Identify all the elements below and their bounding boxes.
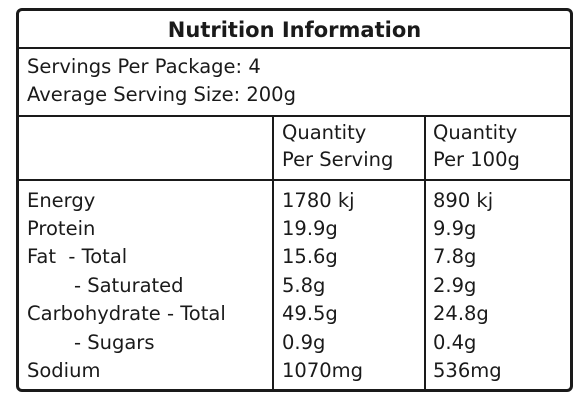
average-serving-size: Average Serving Size: 200g (27, 83, 296, 106)
nutrient-name: - Saturated (74, 274, 184, 297)
column-header-line: Per 100g (433, 148, 520, 171)
nutrient-name: Carbohydrate - Total (27, 302, 226, 325)
per-serving-value: 1070mg (282, 359, 363, 382)
nutrient-name: Protein (27, 217, 96, 240)
column-header-line: Per Serving (282, 148, 394, 171)
per-serving-value: 1780 kj (282, 189, 355, 212)
per-serving-value: 19.9g (282, 217, 338, 240)
per-100g-value: 536mg (433, 359, 502, 382)
table-row: - Saturated 5.8g 2.9g (19, 271, 570, 300)
column-header-per-serving: Quantity Per Serving (282, 119, 393, 173)
per-100g-value: 9.9g (433, 217, 477, 240)
column-header-line: Quantity (433, 121, 518, 144)
header-divider (19, 179, 570, 181)
nutrient-name: Fat - Total (27, 245, 128, 268)
column-header-per-100g: Quantity Per 100g (433, 119, 520, 173)
per-serving-value: 15.6g (282, 245, 338, 268)
per-serving-value: 0.9g (282, 331, 326, 354)
nutrition-panel: Nutrition Information Servings Per Packa… (16, 8, 573, 392)
servings-per-package: Servings Per Package: 4 (27, 55, 261, 78)
table-row: Energy 1780 kj 890 kj (19, 186, 570, 215)
nutrient-name: - Sugars (74, 331, 155, 354)
column-header-line: Quantity (282, 121, 367, 144)
table-row: Carbohydrate - Total 49.5g 24.8g (19, 299, 570, 328)
per-serving-value: 49.5g (282, 302, 338, 325)
column-divider (424, 117, 426, 389)
per-100g-value: 0.4g (433, 331, 477, 354)
nutrient-name: Sodium (27, 359, 101, 382)
per-100g-value: 2.9g (433, 274, 477, 297)
nutrient-name: Energy (27, 189, 96, 212)
table-row: Fat - Total 15.6g 7.8g (19, 242, 570, 271)
table-row: Sodium 1070mg 536mg (19, 356, 570, 385)
per-serving-value: 5.8g (282, 274, 326, 297)
per-100g-value: 890 kj (433, 189, 494, 212)
panel-title: Nutrition Information (19, 11, 570, 49)
table-row: Protein 19.9g 9.9g (19, 214, 570, 243)
servings-info: Servings Per Package: 4 Average Serving … (19, 49, 570, 117)
per-100g-value: 24.8g (433, 302, 489, 325)
per-100g-value: 7.8g (433, 245, 477, 268)
table-row: - Sugars 0.9g 0.4g (19, 328, 570, 357)
column-divider (272, 117, 274, 389)
